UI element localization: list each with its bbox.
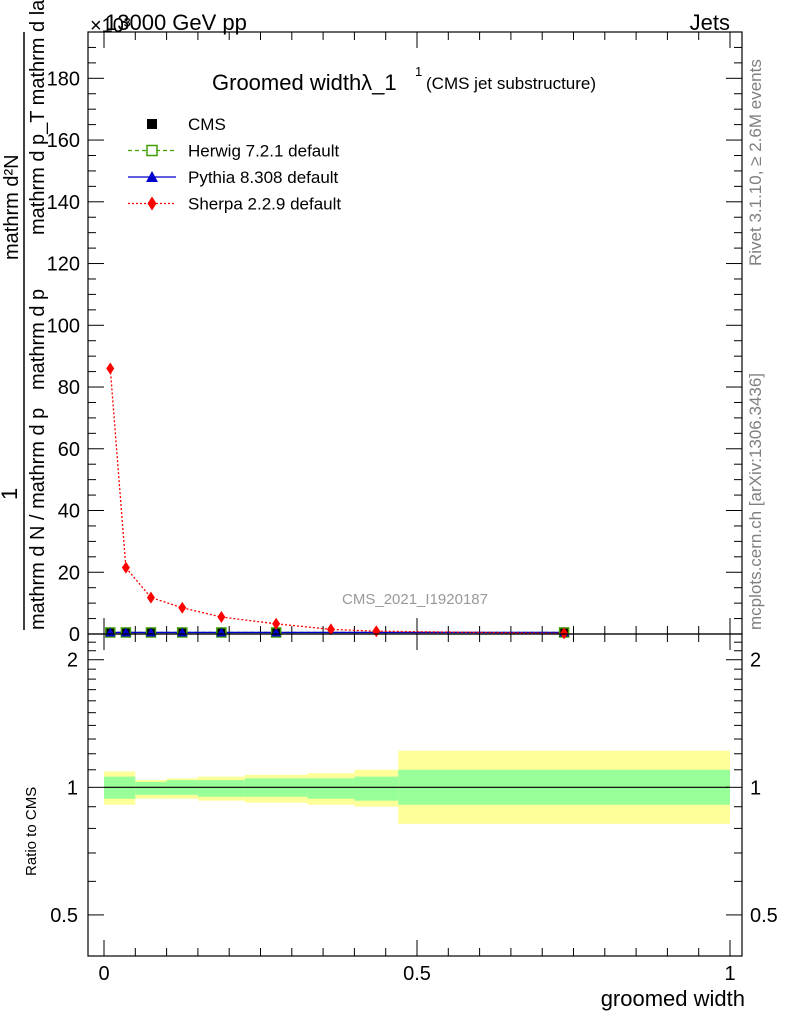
y-tick-label: 20 — [58, 562, 80, 584]
legend-label-cms: CMS — [188, 115, 226, 134]
y-tick-label: 100 — [47, 315, 80, 337]
legend: CMS Herwig 7.2.1 default Pythia 8.308 defa… — [128, 115, 341, 214]
ratio-inner-band-5 — [307, 778, 355, 799]
sherpa-point — [146, 591, 155, 604]
ratio-tick-label-left: 0.5 — [50, 905, 78, 927]
legend-herwig-marker — [146, 144, 158, 157]
ratio-y-axis-title: Ratio to CMS — [23, 787, 40, 876]
header-process-label: Jets — [690, 10, 730, 35]
ratio-tick-label-right: 1 — [750, 777, 761, 799]
y-axis-title-fraction-numerator: mathrm d²N — [1, 154, 23, 260]
ratio-tick-label-right: 2 — [750, 650, 761, 672]
header-energy-label: 13000 GeV pp — [105, 10, 247, 35]
legend-pythia-marker — [146, 171, 158, 182]
y-tick-label: 40 — [58, 501, 80, 523]
y-axis-title-denominator-mid: mathrm d p — [27, 289, 49, 390]
ratio-inner-band-6 — [354, 776, 399, 801]
y-tick-label: 180 — [47, 68, 80, 90]
sherpa-point — [372, 625, 381, 638]
legend-label-herwig: Herwig 7.2.1 default — [188, 142, 339, 161]
x-tick-label: 1 — [724, 963, 735, 985]
chart-title-main: Groomed widthλ_1 — [212, 70, 397, 95]
y-axis-exponent-label: ×10³ — [90, 15, 131, 37]
y-tick-label: 0 — [69, 624, 80, 646]
y-axis-title-numerator: 1 — [0, 488, 22, 500]
sherpa-point — [326, 623, 335, 636]
sherpa-point — [178, 601, 187, 614]
main-plot-panel: 0 20 40 60 80 100 120 140 160 180 — [47, 31, 743, 646]
sherpa-point — [217, 611, 226, 624]
y-axis-title: 1 mathrm d²N mathrm d N / mathrm d p mat… — [0, 0, 49, 630]
y-tick-label: 120 — [47, 254, 80, 276]
mcplots-label: mcplots.cern.ch [arXiv:1306.3436] — [746, 373, 765, 630]
ratio-plot-panel: 0 0.5 1 0.5 0.5 1 1 2 2 — [50, 633, 778, 985]
sherpa-point — [121, 561, 130, 574]
sherpa-point — [560, 627, 569, 640]
y-tick-label: 160 — [47, 130, 80, 152]
sherpa-point — [272, 617, 281, 630]
ratio-inner-band-3 — [197, 780, 245, 797]
ratio-frame — [87, 633, 743, 957]
legend-label-pythia: Pythia 8.308 default — [188, 168, 339, 187]
x-tick-label: 0 — [98, 963, 109, 985]
ratio-tick-label-left: 1 — [67, 777, 78, 799]
y-axis-title-fraction-denominator: mathrm d p_T mathrm d lambda — [27, 0, 49, 235]
ratio-tick-label-left: 2 — [67, 650, 78, 672]
sherpa-line — [109, 368, 565, 635]
y-tick-label: 60 — [58, 439, 80, 461]
legend-sherpa-marker — [147, 196, 157, 211]
chart-title: Groomed widthλ_1 1 (CMS jet substructure… — [212, 64, 596, 95]
x-tick-label: 0.5 — [403, 963, 431, 985]
y-tick-label: 140 — [47, 192, 80, 214]
chart-title-subtitle: (CMS jet substructure) — [426, 74, 596, 93]
y-tick-label: 80 — [58, 377, 80, 399]
y-axis-title-denominator-left: mathrm d N / mathrm d p — [27, 408, 49, 630]
x-axis-title: groomed width — [601, 986, 745, 1011]
sherpa-point — [106, 362, 115, 375]
main-frame — [87, 31, 743, 635]
legend-label-sherpa: Sherpa 2.2.9 default — [188, 195, 341, 214]
ratio-tick-label-right: 0.5 — [750, 905, 778, 927]
ratio-inner-band-1 — [135, 781, 167, 795]
analysis-label: CMS_2021_I1920187 — [342, 591, 488, 608]
legend-cms-marker — [147, 119, 157, 129]
rivet-version-label: Rivet 3.1.10, ≥ 2.6M events — [746, 59, 765, 266]
chart-title-superscript: 1 — [415, 64, 422, 79]
